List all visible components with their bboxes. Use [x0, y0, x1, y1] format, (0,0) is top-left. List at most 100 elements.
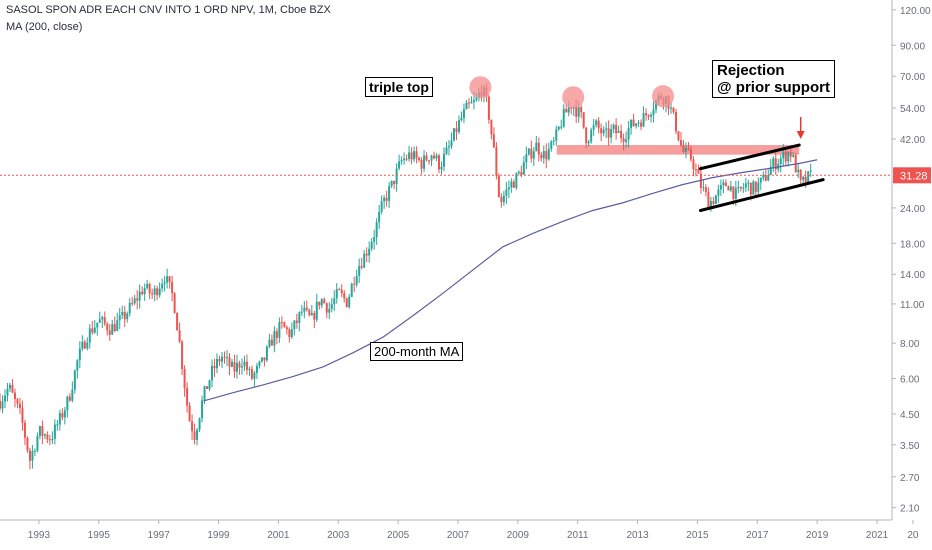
triple-top-marker	[469, 76, 492, 99]
candle-body	[645, 113, 648, 116]
candle-body	[717, 189, 720, 196]
x-tick-label: 2003	[327, 530, 350, 541]
candle-body	[163, 282, 166, 284]
candle-body	[682, 145, 685, 152]
ma-200-series	[203, 159, 818, 402]
candle-body	[111, 324, 114, 335]
candle-body	[265, 346, 268, 361]
candle-body	[462, 109, 465, 119]
candle-body	[260, 357, 263, 362]
candle-body	[203, 386, 206, 401]
x-tick-label: 1999	[207, 530, 230, 541]
candle-body	[38, 426, 41, 437]
candle-body	[138, 291, 141, 301]
candle-body	[557, 126, 560, 130]
candle-body	[360, 266, 363, 268]
candle-body	[123, 312, 126, 320]
candle-body	[23, 422, 26, 438]
candle-body	[86, 342, 89, 349]
candle-body	[193, 431, 196, 440]
last-price-label-bg	[893, 167, 931, 184]
candle-body	[757, 182, 760, 192]
candle-body	[380, 201, 383, 212]
candle-body	[41, 426, 44, 436]
candle-body	[602, 129, 605, 134]
candle-body	[315, 301, 318, 320]
y-tick-label: 18.00	[900, 239, 925, 250]
candle-body	[323, 299, 326, 304]
candle-body	[186, 387, 189, 406]
candle-body	[385, 197, 388, 201]
candle-body	[93, 327, 96, 333]
candle-body	[375, 222, 378, 238]
candle-body	[418, 157, 421, 161]
candle-body	[178, 330, 181, 342]
candle-body	[273, 331, 276, 346]
candle-body	[121, 312, 124, 316]
candle-body	[527, 148, 530, 155]
candle-body	[709, 201, 712, 209]
candle-body	[769, 166, 772, 176]
candle-body	[724, 182, 727, 187]
candle-body	[615, 124, 618, 133]
candle-body	[335, 289, 338, 299]
candle-body	[799, 169, 802, 180]
candle-body	[31, 451, 34, 461]
candle-body	[732, 186, 735, 199]
candle-body	[250, 368, 253, 379]
candle-body	[373, 237, 376, 242]
candle-body	[452, 128, 455, 141]
candle-body	[26, 437, 29, 451]
candle-body	[395, 168, 398, 185]
candle-body	[253, 372, 256, 379]
candle-body	[430, 155, 433, 161]
candle-body	[580, 106, 583, 113]
candle-body	[420, 160, 423, 169]
channel-upper-line	[698, 143, 801, 171]
candle-body	[390, 180, 393, 187]
candle-body	[128, 302, 131, 314]
x-tick-label: 2005	[387, 530, 410, 541]
candle-body	[440, 166, 443, 170]
candle-body	[560, 126, 563, 128]
candle-body	[428, 160, 431, 162]
candle-body	[692, 159, 695, 170]
candle-body	[520, 171, 523, 175]
candle-body	[278, 322, 281, 338]
triple-top-marker	[652, 85, 675, 108]
candle-body	[729, 186, 732, 191]
candle-body	[737, 186, 740, 189]
candle-body	[754, 181, 757, 192]
candle-body	[378, 211, 381, 223]
candle-body	[330, 304, 333, 309]
candle-body	[240, 366, 243, 368]
candle-body	[176, 312, 179, 331]
rejection-arrow-head	[796, 131, 805, 140]
candle-body	[295, 320, 298, 323]
candle-body	[283, 322, 286, 328]
candle-body	[433, 155, 436, 159]
candle-body	[438, 155, 441, 170]
candle-body	[143, 288, 146, 295]
candle-body	[722, 182, 725, 186]
candle-body	[565, 108, 568, 113]
candle-body	[188, 405, 191, 422]
candle-body	[635, 123, 638, 126]
candle-body	[610, 128, 613, 138]
candle-body	[515, 173, 518, 188]
candle-body	[71, 389, 74, 401]
x-tick-label: 2019	[806, 530, 829, 541]
candle-body	[158, 288, 161, 296]
x-tick-label: 1993	[28, 530, 51, 541]
y-tick-label: 90.00	[900, 41, 925, 52]
candle-body	[517, 171, 520, 174]
candle-body	[258, 361, 261, 366]
candle-body	[782, 151, 785, 159]
candle-body	[66, 396, 69, 411]
candle-body	[53, 424, 56, 439]
candle-body	[16, 399, 19, 404]
candle-body	[455, 128, 458, 132]
candle-body	[151, 293, 154, 295]
y-tick-label: 8.00	[900, 339, 920, 350]
